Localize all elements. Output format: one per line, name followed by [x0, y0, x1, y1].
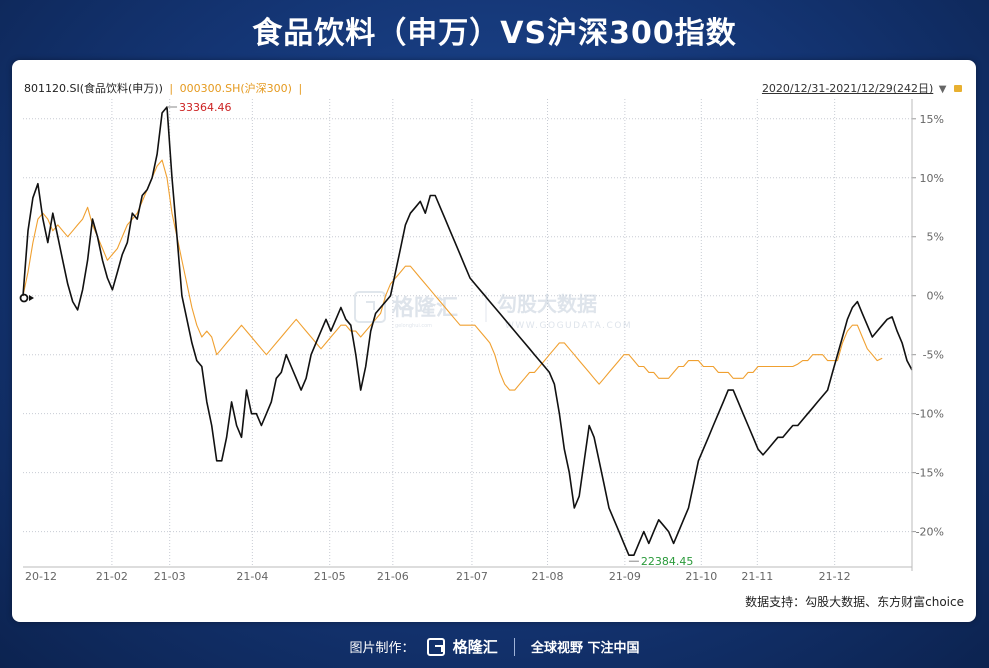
- y-tick-label: -20%: [916, 526, 944, 539]
- x-tick-label: 21-12: [819, 570, 851, 583]
- y-tick-label: -10%: [916, 408, 944, 421]
- dropdown-triangle-icon[interactable]: ▼: [938, 84, 947, 95]
- annotation-layer: 33364.46 22384.45: [167, 101, 693, 568]
- annotation-min-label: 22384.45: [641, 555, 694, 568]
- y-tick-label: 5%: [927, 231, 944, 244]
- footer-logo-icon: [426, 637, 445, 656]
- watermark-logo-mark-icon: [366, 301, 375, 310]
- chart-card: 801120.SI(食品饮料(申万)) | 000300.SH(沪深300) |…: [12, 60, 976, 622]
- grid-layer: [23, 99, 912, 567]
- watermark-mini: gelonghui.com: [395, 323, 432, 329]
- legend-separator-tail: |: [298, 82, 303, 95]
- legend-series-1[interactable]: 801120.SI(食品饮料(申万)): [24, 82, 163, 95]
- x-tick-label: 21-10: [685, 570, 717, 583]
- page-title: 食品饮料（申万）VS沪深300指数: [252, 16, 737, 51]
- series-line-1: [22, 106, 913, 557]
- footer: 图片制作： 格隆汇 全球视野 下注中国: [0, 636, 989, 660]
- legend-separator: |: [169, 82, 174, 95]
- x-tick-label: 21-09: [609, 570, 641, 583]
- footer-slogan: 全球视野 下注中国: [531, 641, 640, 656]
- x-tick-label: 21-07: [456, 570, 488, 583]
- y-tick-label: 0%: [927, 290, 944, 303]
- watermark-sub: 勾股大数据: [497, 292, 597, 316]
- x-tick-label: 21-11: [741, 570, 773, 583]
- x-tick-label: 21-04: [236, 570, 268, 583]
- start-marker-ring-icon: [19, 293, 29, 303]
- y-tick-label: -5%: [923, 349, 944, 362]
- footer-divider: [513, 637, 515, 656]
- y-tick-label: -15%: [916, 467, 944, 480]
- series-layer: [22, 106, 913, 557]
- x-tick-label: 21-05: [314, 570, 346, 583]
- x-tick-label: 21-03: [154, 570, 186, 583]
- date-range-text[interactable]: 2020/12/31-2021/12/29(242日): [761, 82, 934, 95]
- start-marker-arrow-icon: [29, 295, 34, 301]
- watermark: 格隆汇 勾股大数据 WWW.GOGUDATA.COM gelonghui.com: [354, 291, 632, 331]
- watermark-logo-icon: [354, 291, 386, 323]
- footer-made-by: 图片制作：: [349, 641, 415, 656]
- date-range-selector[interactable]: 2020/12/31-2021/12/29(242日) ▼: [762, 80, 962, 96]
- watermark-brand: 格隆汇: [392, 295, 458, 321]
- x-tick-label: 21-02: [96, 570, 128, 583]
- x-tick-label: 20-12: [25, 570, 57, 583]
- x-tick-label: 21-06: [377, 570, 409, 583]
- legend-series-2[interactable]: 000300.SH(沪深300): [179, 82, 292, 95]
- annotation-max-label: 33364.46: [179, 101, 232, 114]
- y-tick-label: 15%: [920, 113, 944, 126]
- source-note: 数据支持：勾股大数据、东方财富choice: [745, 595, 964, 609]
- lock-icon[interactable]: [954, 85, 962, 92]
- y-tick-label: 10%: [920, 172, 944, 185]
- start-marker: [19, 293, 34, 303]
- axis-layer: 15% 10% 5% 0% -5% -10% -15% -20% 20-12 21-02 21-03…: [23, 99, 944, 583]
- legend: 801120.SI(食品饮料(申万)) | 000300.SH(沪深300) |: [24, 80, 305, 96]
- watermark-url: WWW.GOGUDATA.COM: [505, 321, 632, 331]
- x-tick-label: 21-08: [532, 570, 564, 583]
- series-line-2: [22, 159, 883, 391]
- footer-brand: 格隆汇: [452, 638, 498, 656]
